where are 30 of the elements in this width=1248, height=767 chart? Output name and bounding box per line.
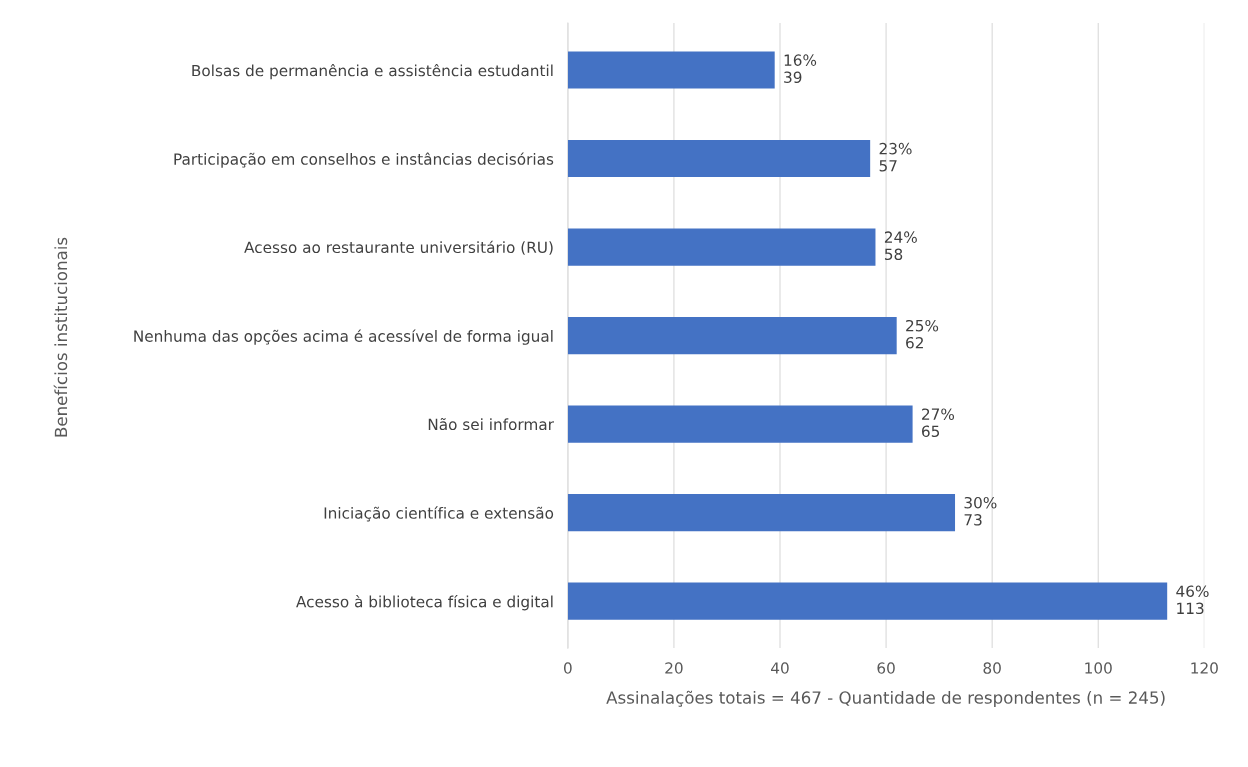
x-tick-label: 120 — [1191, 662, 1218, 674]
bar — [567, 316, 897, 355]
x-tick-label: 40 — [771, 662, 789, 674]
y-tick-label: Acesso à biblioteca física e digital — [296, 595, 553, 611]
x-tick-label: 0 — [563, 662, 572, 674]
data-label: 16% 39 — [784, 54, 817, 83]
x-tick-label: 80 — [983, 662, 1001, 674]
bar — [567, 405, 913, 443]
data-label: 23% 57 — [879, 142, 912, 172]
y-tick-label: Não sei informar — [428, 418, 554, 431]
x-tick-label: 60 — [877, 662, 895, 674]
y-tick-label: Acesso ao restaurante universitário (RU) — [244, 240, 553, 255]
x-tick-label: 20 — [665, 662, 683, 674]
y-axis-title: Benefícios institucionais — [53, 237, 68, 437]
bar — [567, 139, 871, 178]
y-tick-label: Nenhuma das opções acima é acessível de forma igual — [134, 329, 553, 345]
x-axis-title: Assinalações totais = 467 - Quantidade de respondentes (n = 245) — [606, 690, 1165, 708]
data-label: 30% 73 — [964, 496, 997, 526]
y-tick-label: Bolsas de permanência e assistência estudantil — [192, 63, 553, 80]
data-label: 25% 62 — [906, 319, 939, 349]
bar — [567, 582, 1168, 620]
data-label: 46% 113 — [1176, 585, 1209, 615]
bar — [567, 228, 876, 266]
data-label: 27% 65 — [922, 408, 955, 438]
data-label: 24% 58 — [884, 231, 917, 261]
bar — [567, 494, 956, 532]
x-tick-label: 100 — [1085, 662, 1112, 674]
bar — [567, 51, 775, 89]
y-tick-label: Iniciação científica e extensão — [324, 506, 554, 522]
y-tick-label: Participação em conselhos e instâncias decisórias — [174, 152, 554, 168]
